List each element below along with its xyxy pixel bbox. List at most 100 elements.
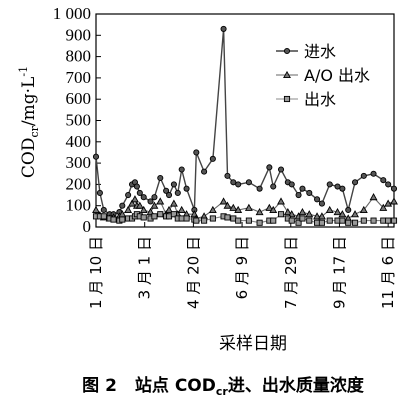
data-point (235, 181, 242, 188)
y-tick-label: 400 (66, 132, 92, 151)
data-point (314, 196, 321, 203)
legend-marker (283, 70, 291, 79)
data-point (295, 219, 302, 226)
data-point (125, 191, 132, 199)
data-point (313, 212, 322, 220)
data-point (119, 202, 126, 209)
y-axis: 0 100 200 300 400 500 600 700 800 900 1 000 (53, 4, 101, 236)
data-point (269, 205, 278, 213)
series-line (95, 28, 395, 215)
data-point (92, 205, 100, 213)
x-tick-label: 7 月 29 日 (282, 236, 300, 309)
data-point (151, 194, 158, 201)
legend-item: A/O 出水 (276, 66, 370, 85)
data-point (140, 214, 147, 221)
legend-marker (283, 47, 291, 55)
data-point (360, 172, 367, 179)
data-point (305, 210, 314, 218)
data-point (140, 194, 147, 201)
data-point (277, 166, 285, 173)
data-point (150, 201, 159, 209)
data-point (384, 199, 393, 207)
data-point (339, 185, 346, 192)
x-tick-label: 4 月 20 日 (184, 236, 202, 309)
data-point (229, 203, 238, 211)
x-tick-label: 6 月 9 日 (233, 236, 251, 299)
data-point (219, 197, 228, 205)
y-axis-label: CODcr/mg·L-1 (17, 66, 41, 178)
data-point (177, 205, 186, 213)
caption-sub: cr (216, 385, 229, 398)
data-point (146, 207, 155, 216)
data-point (338, 210, 347, 218)
data-point (128, 199, 136, 207)
data-point (339, 217, 346, 224)
data-point (283, 207, 292, 216)
data-point (170, 211, 177, 218)
data-point (277, 211, 285, 218)
legend-label: 进水 (304, 42, 336, 61)
data-point (306, 189, 313, 196)
data-point (170, 181, 177, 188)
data-point (326, 181, 333, 188)
data-point (201, 168, 208, 175)
data-point (100, 213, 107, 220)
data-point (245, 179, 252, 186)
data-point (270, 217, 277, 224)
y-tick-label: 100 (66, 196, 92, 215)
legend-marker (283, 95, 291, 103)
data-point (385, 181, 392, 188)
series-3 (92, 211, 398, 226)
caption-suffix: 进、出水质量浓度 (228, 375, 365, 396)
y-tick-label: 0 (83, 217, 92, 236)
data-point (379, 203, 388, 211)
data-point (318, 200, 325, 207)
data-point (390, 197, 398, 205)
data-point (256, 185, 263, 192)
data-point (163, 187, 170, 194)
data-point (165, 205, 174, 213)
data-point (100, 206, 107, 214)
data-point (110, 216, 117, 223)
data-point (157, 174, 164, 182)
data-point (224, 172, 231, 179)
data-point (151, 213, 158, 220)
data-point (92, 153, 100, 160)
data-point (124, 205, 133, 213)
data-point (245, 217, 252, 224)
data-point (360, 217, 367, 224)
data-point (370, 170, 377, 177)
data-point (326, 217, 333, 224)
data-point (130, 195, 139, 203)
data-point (169, 199, 178, 207)
legend-item: 进水 (276, 42, 336, 61)
x-axis: 1 月 10 日 3 月 1 日 4 月 20 日 6 月 9 日 7 月 29 日 9 … (87, 222, 397, 309)
data-point (266, 164, 273, 171)
data-point (351, 210, 360, 218)
y-tick-label: 500 (66, 111, 92, 130)
data-point (209, 155, 216, 162)
data-point (298, 207, 307, 216)
data-point (165, 191, 173, 199)
data-point (183, 215, 190, 222)
data-point (119, 216, 126, 223)
data-point (295, 191, 302, 199)
data-point (224, 214, 231, 221)
plot-area: 0 100 200 300 400 500 600 700 800 900 1 000 1 月 10… (53, 4, 398, 309)
data-point (136, 189, 143, 196)
data-point (318, 219, 325, 226)
series-layer (92, 25, 398, 226)
data-point (235, 217, 242, 224)
y-tick-label: 800 (66, 47, 92, 66)
x-axis-label: 采样日期 (219, 334, 287, 354)
data-point (351, 219, 359, 226)
y-tick-label: 300 (66, 153, 92, 172)
data-point (135, 201, 144, 209)
data-point (287, 210, 296, 218)
data-point (178, 166, 185, 173)
data-point (385, 217, 392, 224)
x-tick-label: 9 月 17 日 (330, 236, 348, 309)
legend-label: A/O 出水 (304, 66, 370, 85)
data-point (256, 219, 263, 226)
y-tick-label: 1 000 (53, 4, 91, 23)
